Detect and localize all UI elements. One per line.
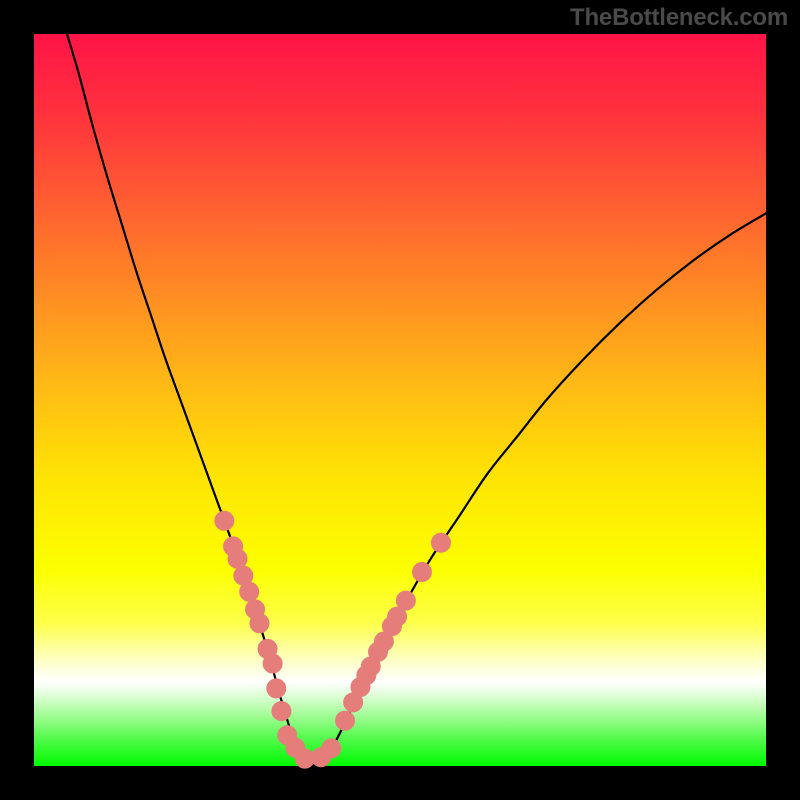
data-marker [412, 563, 431, 582]
data-marker [396, 591, 415, 610]
bottleneck-chart [0, 0, 800, 800]
gradient-plot-area [34, 34, 766, 766]
data-marker [322, 739, 341, 758]
data-marker [336, 711, 355, 730]
data-marker [215, 511, 234, 530]
data-marker [250, 614, 269, 633]
data-marker [263, 654, 282, 673]
data-marker [267, 679, 286, 698]
data-marker [272, 702, 291, 721]
data-marker [240, 582, 259, 601]
data-marker [228, 549, 247, 568]
chart-container: TheBottleneck.com [0, 0, 800, 800]
data-marker [431, 533, 450, 552]
